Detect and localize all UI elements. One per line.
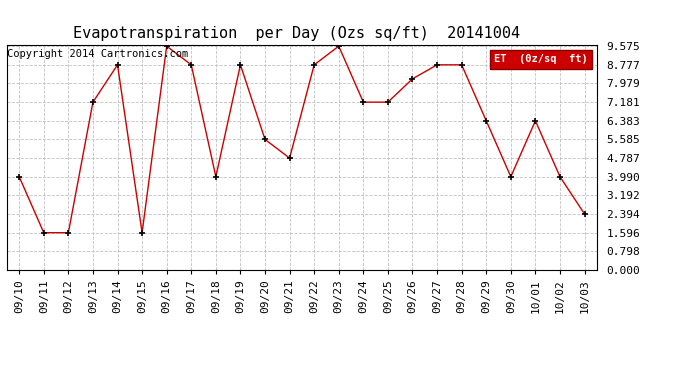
Text: Copyright 2014 Cartronics.com: Copyright 2014 Cartronics.com xyxy=(7,49,188,59)
Legend: ET  (0z/sq  ft): ET (0z/sq ft) xyxy=(490,50,591,69)
Text: Evapotranspiration  per Day (Ozs sq/ft)  20141004: Evapotranspiration per Day (Ozs sq/ft) 2… xyxy=(73,26,520,41)
